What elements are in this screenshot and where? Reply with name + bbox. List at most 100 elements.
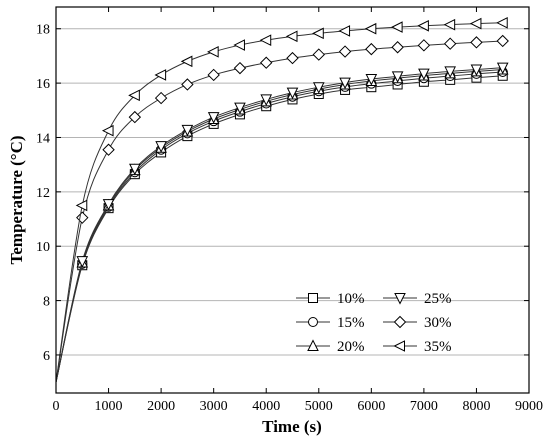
- data-point: [180, 55, 193, 68]
- legend-label: 20%: [337, 339, 365, 355]
- data-point: [312, 82, 325, 94]
- data-point: [365, 42, 378, 56]
- legend-entry: 30%: [383, 315, 452, 331]
- y-tick-label: 10: [36, 240, 50, 255]
- legend-marker: [308, 317, 318, 327]
- data-point: [418, 68, 430, 81]
- data-point: [128, 110, 142, 124]
- x-tick-label: 7000: [410, 399, 438, 414]
- x-tick-label: 8000: [462, 399, 490, 414]
- legend: 10% 15% 20% 25% 30% 35%: [296, 291, 452, 355]
- data-point: [443, 37, 457, 50]
- data-point: [207, 112, 220, 124]
- series-30pct: [55, 34, 509, 383]
- data-point: [234, 102, 246, 115]
- data-point: [102, 143, 115, 156]
- x-tick-label: 5000: [305, 399, 333, 414]
- x-tick-label: 9000: [515, 399, 543, 414]
- data-point: [260, 56, 273, 69]
- y-tick-label: 8: [43, 295, 50, 310]
- legend-marker: [307, 339, 319, 351]
- x-tick-label: 0: [53, 399, 60, 414]
- data-point: [365, 74, 378, 86]
- data-point: [233, 39, 245, 51]
- legend-label: 35%: [424, 339, 452, 355]
- x-tick-label: 4000: [252, 399, 280, 414]
- data-point: [312, 27, 324, 40]
- legend-marker: [308, 293, 318, 303]
- data-point: [129, 163, 141, 176]
- data-point: [390, 21, 403, 33]
- x-tick-label: 1000: [95, 399, 123, 414]
- data-point: [181, 78, 194, 91]
- legend-label: 15%: [337, 315, 365, 331]
- series-line: [55, 69, 503, 383]
- y-tick-label: 14: [36, 131, 50, 146]
- data-point: [364, 22, 377, 35]
- x-axis-title: Time (s): [262, 417, 322, 436]
- series-20pct: [55, 62, 509, 383]
- y-tick-label: 6: [43, 349, 50, 364]
- legend-label: 30%: [424, 315, 452, 331]
- gridlines: [56, 28, 529, 356]
- legend-label: 25%: [424, 291, 452, 307]
- data-point: [286, 87, 299, 100]
- data-point: [312, 48, 325, 61]
- data-point: [154, 91, 168, 105]
- data-point: [128, 89, 140, 102]
- data-point: [391, 41, 404, 54]
- data-point: [101, 124, 114, 137]
- series-25pct: [55, 62, 509, 383]
- data-point: [76, 211, 89, 224]
- series-line: [55, 67, 503, 383]
- series-line: [55, 75, 503, 383]
- data-point: [233, 61, 247, 75]
- x-tick-label: 6000: [357, 399, 385, 414]
- series-layer: [55, 16, 509, 383]
- legend-marker: [394, 293, 406, 305]
- series-35pct: [55, 16, 508, 383]
- legend-entry: 25%: [383, 291, 452, 307]
- data-point: [259, 34, 272, 46]
- legend-entry: 15%: [296, 315, 365, 331]
- data-point: [444, 66, 456, 79]
- data-point: [285, 30, 298, 43]
- x-tick-label: 2000: [147, 399, 175, 414]
- series-15pct: [55, 66, 508, 383]
- data-point: [155, 141, 167, 153]
- data-point: [470, 36, 483, 49]
- data-point: [207, 68, 220, 82]
- data-point: [260, 94, 273, 107]
- legend-label: 10%: [337, 291, 365, 307]
- plot-frame: [55, 6, 530, 394]
- legend-entry: 10%: [296, 291, 365, 307]
- data-point: [470, 64, 483, 77]
- data-point: [286, 51, 299, 65]
- series-10pct: [55, 70, 508, 383]
- y-axis-title: Temperature (°C): [7, 135, 26, 264]
- data-point: [469, 17, 482, 30]
- data-point: [154, 69, 167, 81]
- series-line: [55, 71, 503, 383]
- data-point: [76, 256, 89, 268]
- data-point: [207, 46, 219, 58]
- data-point: [338, 45, 352, 58]
- data-point: [391, 71, 404, 83]
- data-point: [417, 19, 429, 32]
- data-point: [417, 39, 431, 52]
- data-point: [496, 34, 509, 48]
- data-point: [338, 25, 351, 37]
- tick-labels: 6 8 10 12 14 16 18 0 1000 2000 3000 4000 5000 6000 700…: [36, 23, 543, 414]
- data-point: [181, 124, 194, 137]
- y-tick-label: 16: [36, 77, 50, 92]
- data-point: [75, 199, 88, 212]
- data-point: [102, 199, 115, 211]
- axis-ticks: [55, 7, 530, 393]
- y-tick-label: 18: [36, 23, 50, 38]
- legend-entry: 35%: [383, 339, 452, 355]
- y-tick-label: 12: [36, 186, 50, 201]
- legend-marker: [393, 340, 405, 352]
- data-point: [496, 16, 508, 29]
- data-point: [339, 77, 351, 90]
